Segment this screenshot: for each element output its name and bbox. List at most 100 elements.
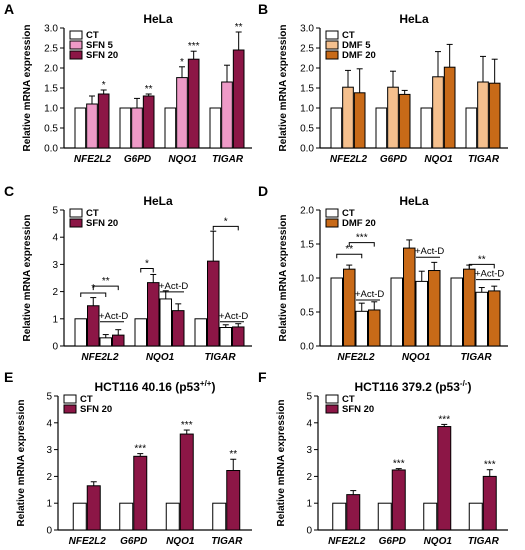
significance-bracket xyxy=(212,225,239,231)
bar xyxy=(477,81,489,149)
category-label: G6PD xyxy=(380,154,407,165)
significance-label: *** xyxy=(181,420,193,431)
bar xyxy=(432,76,444,149)
significance-bracket xyxy=(336,253,363,259)
y-tick-label: 1.0 xyxy=(44,104,58,115)
panel-B: B HeLa Relative mRNA expression 0.0 0.5 1.0 1.… xyxy=(258,1,508,165)
y-axis-label: Relative mRNA expression xyxy=(22,215,33,342)
significance-label: *** xyxy=(134,444,146,455)
y-tick-label: 0 xyxy=(52,342,58,353)
y-tick-label: 0.0 xyxy=(44,144,58,155)
panel-letter: B xyxy=(258,1,268,17)
chart-title: HCT116 379.2 (p53-/-) xyxy=(355,379,472,394)
y-tick-label: 1.5 xyxy=(44,84,58,95)
y-tick-label: 4 xyxy=(52,233,58,244)
bar xyxy=(377,502,392,531)
bar xyxy=(355,310,368,347)
y-tick-label: 3.0 xyxy=(44,24,58,35)
act-d-label: +Act-D xyxy=(475,269,504,280)
bar xyxy=(342,86,354,149)
legend-label: SFN 20 xyxy=(342,404,374,415)
legend-swatch xyxy=(69,208,83,218)
y-tick-label: 0.5 xyxy=(300,124,314,135)
y-tick-label: 2.0 xyxy=(300,64,314,75)
y-tick-label: 3 xyxy=(52,260,58,271)
bar xyxy=(375,107,388,149)
legend-swatch xyxy=(69,30,83,40)
bar xyxy=(176,77,188,149)
bar xyxy=(119,502,134,531)
legend-swatch xyxy=(325,30,339,40)
bar xyxy=(488,82,501,149)
legend-swatch xyxy=(325,218,339,228)
y-tick-label: 1.5 xyxy=(300,240,314,251)
panel-E: E HCT116 40.16 (p53+/+) Relative mRNA expr… xyxy=(4,369,252,547)
category-label: TIGAR xyxy=(468,154,500,165)
category-label: NQO1 xyxy=(424,536,453,547)
bar xyxy=(207,260,220,347)
bar xyxy=(475,291,488,347)
y-tick-label: 2 xyxy=(306,472,312,483)
legend-label: SFN 20 xyxy=(86,218,118,229)
significance-bracket xyxy=(468,263,495,269)
panel-A: A HeLa Relative mRNA expression 0.0 0.5 1.0 1.… xyxy=(4,1,252,165)
y-axis-label: Relative mRNA expression xyxy=(276,400,287,527)
y-tick-label: 3.0 xyxy=(300,24,314,35)
legend-label: DMF 5 xyxy=(342,40,371,51)
y-tick-label: 0 xyxy=(306,526,312,537)
bar xyxy=(87,305,100,347)
bar xyxy=(99,337,112,347)
significance-label: * xyxy=(145,258,149,269)
bar xyxy=(468,502,483,531)
significance-label: *** xyxy=(484,460,496,471)
legend-label: CT xyxy=(86,208,99,219)
significance-label: * xyxy=(102,80,106,91)
legend-label: CT xyxy=(342,208,355,219)
significance-label: *** xyxy=(188,41,200,52)
significance-label: *** xyxy=(393,459,405,470)
y-tick-label: 4 xyxy=(46,418,52,429)
legend-swatch xyxy=(69,40,83,50)
bar xyxy=(131,107,143,149)
bar xyxy=(112,334,125,347)
bar xyxy=(147,282,160,347)
act-d-label: +Act-D xyxy=(219,311,248,322)
y-axis-label: Relative mRNA expression xyxy=(16,400,27,527)
significance-label: ** xyxy=(229,449,237,460)
legend-label: SFN 20 xyxy=(80,404,112,415)
chart-title: HeLa xyxy=(399,194,429,208)
category-label: NQO1 xyxy=(166,536,195,547)
act-d-label: +Act-D xyxy=(355,289,384,300)
bar xyxy=(221,81,233,149)
bar xyxy=(343,268,356,347)
legend-swatch xyxy=(325,394,339,404)
bar xyxy=(368,309,381,347)
bar xyxy=(164,107,177,149)
legend-label: CT xyxy=(80,394,93,405)
act-d-label: +Act-D xyxy=(99,311,128,322)
legend-label: SFN 5 xyxy=(86,40,114,51)
y-tick-label: 1.0 xyxy=(300,274,314,285)
legend-swatch xyxy=(69,50,83,60)
legend-label: CT xyxy=(86,30,99,41)
legend-swatch xyxy=(63,394,77,404)
chart-title: HCT116 40.16 (p53+/+) xyxy=(95,379,216,394)
bar xyxy=(420,107,433,149)
panel-C: C HeLa Relative mRNA expression 0 1 2 3 4 5 NFE2L… xyxy=(4,183,252,363)
category-label: TIGAR xyxy=(460,352,492,363)
panel-letter: D xyxy=(258,183,268,199)
significance-label: ** xyxy=(235,22,243,33)
category-label: NQO1 xyxy=(424,154,453,165)
y-tick-label: 0.0 xyxy=(300,144,314,155)
y-tick-label: 2 xyxy=(52,287,58,298)
panel-D: D HeLa Relative mRNA expression 0.0 0.5 1.0 1.… xyxy=(258,183,508,363)
category-label: NQO1 xyxy=(146,352,175,363)
legend-swatch xyxy=(63,404,77,414)
significance-label: *** xyxy=(438,414,450,425)
y-tick-label: 3 xyxy=(46,445,52,456)
y-tick-label: 0.0 xyxy=(300,342,314,353)
bar xyxy=(443,66,456,149)
y-tick-label: 1 xyxy=(306,499,312,510)
act-d-label: +Act-D xyxy=(415,246,444,257)
